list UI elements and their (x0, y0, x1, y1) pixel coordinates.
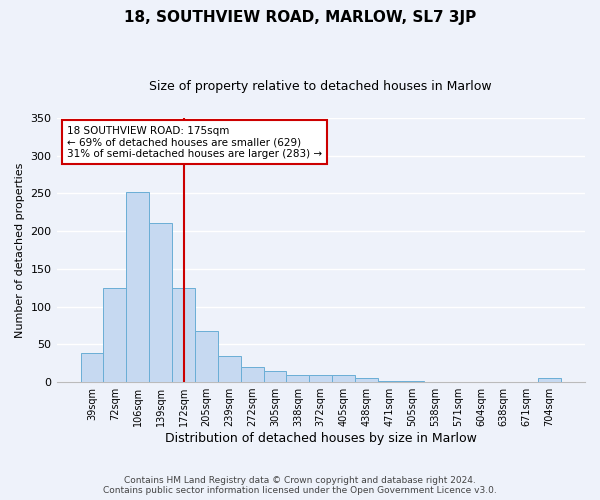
Bar (378, 380, 401, 382)
Y-axis label: Number of detached properties: Number of detached properties (15, 162, 25, 338)
Bar (241, 367, 263, 382)
Text: 18 SOUTHVIEW ROAD: 175sqm
← 69% of detached houses are smaller (629)
31% of semi: 18 SOUTHVIEW ROAD: 175sqm ← 69% of detac… (67, 126, 322, 159)
X-axis label: Distribution of detached houses by size in Marlow: Distribution of detached houses by size … (165, 432, 477, 445)
Text: 18, SOUTHVIEW ROAD, MARLOW, SL7 3JP: 18, SOUTHVIEW ROAD, MARLOW, SL7 3JP (124, 10, 476, 25)
Bar (103, 288, 127, 382)
Bar (355, 378, 378, 382)
Bar (538, 378, 561, 382)
Bar (172, 288, 195, 382)
Bar (218, 356, 241, 382)
Bar (310, 374, 332, 382)
Title: Size of property relative to detached houses in Marlow: Size of property relative to detached ho… (149, 80, 492, 93)
Bar (149, 222, 172, 382)
Bar (286, 374, 310, 382)
Text: Contains HM Land Registry data © Crown copyright and database right 2024.
Contai: Contains HM Land Registry data © Crown c… (103, 476, 497, 495)
Bar (127, 192, 149, 382)
Bar (332, 374, 355, 382)
Bar (263, 371, 286, 382)
Bar (195, 332, 218, 382)
Bar (80, 354, 103, 382)
